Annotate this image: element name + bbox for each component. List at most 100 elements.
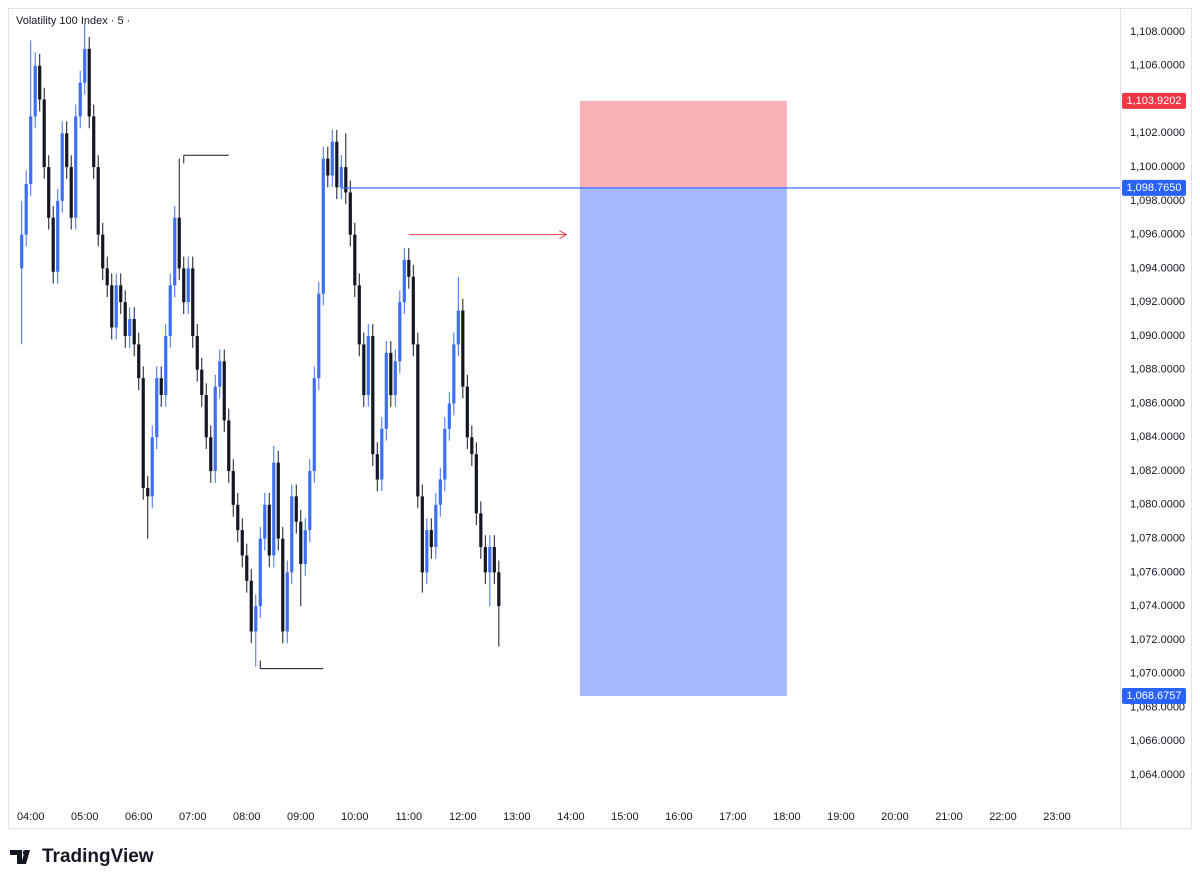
- candle-body: [402, 259, 406, 303]
- candle-body: [74, 116, 78, 218]
- candle-body: [438, 479, 442, 505]
- x-tick-label: 22:00: [989, 811, 1017, 823]
- candle-body: [366, 335, 370, 396]
- target-zone: [579, 187, 787, 697]
- candle-body: [47, 167, 51, 218]
- candle-body: [42, 99, 46, 168]
- candle-body: [389, 352, 393, 396]
- candle-body: [290, 496, 294, 573]
- candle-body: [335, 141, 339, 188]
- candle-body: [132, 319, 136, 345]
- candle-body: [173, 217, 177, 286]
- plot-area: [20, 23, 1120, 697]
- y-tick-label: 1,096.0000: [1130, 229, 1185, 241]
- candle-body: [231, 471, 235, 505]
- x-tick-label: 12:00: [449, 811, 477, 823]
- x-tick-label: 13:00: [503, 811, 531, 823]
- candle-body: [267, 504, 271, 556]
- candle-body: [105, 268, 109, 286]
- candle-body: [69, 167, 73, 218]
- candle-body: [240, 530, 244, 556]
- candle-body: [123, 302, 127, 336]
- candle-body: [308, 471, 312, 531]
- candle-body: [78, 82, 82, 117]
- level-arrow: [559, 230, 568, 240]
- candle-body: [371, 335, 375, 455]
- candle-body: [285, 572, 289, 632]
- candle-body: [312, 378, 316, 472]
- candle-body: [398, 302, 402, 362]
- candle-body: [447, 403, 451, 429]
- candle-body: [65, 133, 69, 168]
- y-tick-label: 1,100.0000: [1130, 161, 1185, 173]
- candle-body: [38, 65, 42, 100]
- candle-body: [321, 158, 325, 294]
- candle-body: [186, 268, 190, 303]
- candle-body: [411, 276, 415, 345]
- candle-body: [182, 268, 186, 303]
- x-tick-label: 10:00: [341, 811, 369, 823]
- chart-title: Volatility 100 Index · 5 ·: [16, 15, 130, 27]
- candle-body: [474, 454, 478, 514]
- candle-body: [128, 319, 132, 336]
- candle-body: [326, 158, 330, 176]
- x-tick-label: 04:00: [17, 811, 45, 823]
- y-tick-label: 1,078.0000: [1130, 532, 1185, 544]
- x-tick-label: 19:00: [827, 811, 855, 823]
- candle-body: [420, 496, 424, 573]
- candle-body: [168, 285, 172, 336]
- candle-body: [384, 352, 388, 429]
- x-tick-label: 08:00: [233, 811, 261, 823]
- price-label-box: [1122, 179, 1186, 196]
- candle-body: [191, 268, 195, 336]
- candle-body: [483, 547, 487, 573]
- x-tick-label: 23:00: [1043, 811, 1071, 823]
- candle-body: [51, 217, 55, 272]
- candle-body: [209, 437, 213, 472]
- candle-body: [348, 192, 352, 235]
- x-tick-label: 21:00: [935, 811, 963, 823]
- candle-body: [393, 361, 397, 396]
- y-tick-label: 1,092.0000: [1130, 296, 1185, 308]
- x-tick-label: 09:00: [287, 811, 315, 823]
- candle-body: [155, 378, 159, 438]
- x-tick-label: 17:00: [719, 811, 747, 823]
- candle-body: [258, 538, 262, 607]
- candle-body: [294, 496, 298, 522]
- y-tick-label: 1,088.0000: [1130, 364, 1185, 376]
- candle-body: [114, 285, 118, 328]
- candle-body: [164, 335, 168, 396]
- candle-body: [465, 386, 469, 438]
- y-tick-label: 1,082.0000: [1130, 465, 1185, 477]
- candle-body: [146, 487, 150, 497]
- y-tick-label: 1,108.0000: [1130, 26, 1185, 38]
- candle-body: [407, 259, 411, 277]
- candle-body: [177, 217, 181, 269]
- candle-body: [92, 116, 96, 168]
- y-tick-label: 1,086.0000: [1130, 397, 1185, 409]
- candle-body: [150, 437, 154, 497]
- x-tick-label: 15:00: [611, 811, 639, 823]
- price-label: 1,098.7650: [1126, 182, 1181, 194]
- candle-body: [83, 48, 87, 83]
- y-tick-label: 1,090.0000: [1130, 330, 1185, 342]
- y-tick-label: 1,106.0000: [1130, 60, 1185, 72]
- brand-logo: [10, 850, 30, 864]
- candle-body: [303, 530, 307, 564]
- candle-body: [353, 234, 357, 286]
- price-label-box: [1122, 92, 1186, 109]
- candle-body: [380, 428, 384, 480]
- y-tick-label: 1,064.0000: [1130, 769, 1185, 781]
- candle-body: [429, 530, 433, 548]
- candle-body: [456, 310, 460, 345]
- y-tick-label: 1,070.0000: [1130, 668, 1185, 680]
- y-tick-label: 1,068.0000: [1130, 701, 1185, 713]
- y-tick-label: 1,098.0000: [1130, 195, 1185, 207]
- candle-body: [276, 462, 280, 539]
- candle-body: [245, 555, 249, 581]
- candle-body: [24, 183, 28, 235]
- x-tick-label: 20:00: [881, 811, 909, 823]
- candle-body: [222, 361, 226, 421]
- candle-body: [56, 200, 60, 272]
